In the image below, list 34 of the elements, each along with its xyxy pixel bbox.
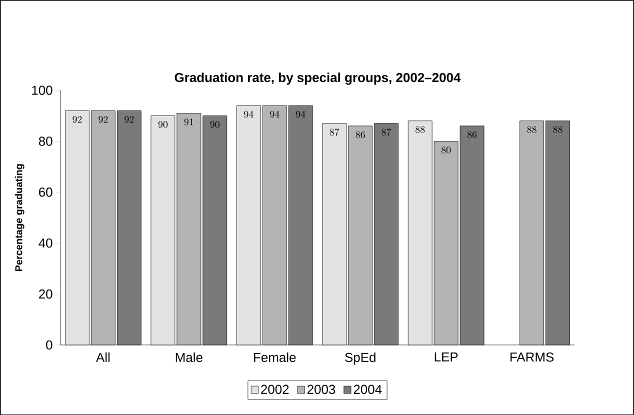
x-tick-label: All [96,352,110,362]
data-label: 87 [330,128,340,136]
y-tick-label: 80 [38,136,52,146]
legend-label: 2004 [354,384,382,394]
y-tick-label: 100 [32,86,52,95]
x-tick-label: SpEd [345,352,376,364]
data-label: 91 [184,118,194,126]
data-label: 94 [270,110,280,118]
x-tick-label: Female [254,352,296,362]
data-label: 94 [244,110,254,118]
y-tick-label: 60 [39,187,52,197]
data-label: 80 [442,146,451,154]
data-label: 90 [210,120,220,128]
legend-label: 2003 [307,384,336,394]
x-tick-label: LEP [434,352,458,362]
data-label: 92 [72,116,82,123]
data-label: 88 [553,126,562,133]
data-label: 88 [527,126,536,133]
data-label: 87 [382,128,392,136]
data-label: 92 [98,116,108,123]
y-axis-title: Percentage graduating [14,164,24,271]
data-label: 88 [416,126,425,133]
data-label: 92 [124,116,134,123]
y-tick-label: 0 [46,340,52,350]
data-label: 86 [467,131,477,138]
data-label: 90 [158,120,168,128]
data-label: 94 [296,110,306,118]
x-tick-label: FARMS [510,352,554,362]
y-tick-label: 20 [39,289,52,298]
x-tick-label: Male [176,352,202,362]
data-label: 86 [356,131,365,138]
legend-label: 2002 [261,384,289,394]
y-tick-label: 40 [38,238,52,248]
chart-title: Graduation rate, by special groups, 2002–2004 [174,72,461,85]
